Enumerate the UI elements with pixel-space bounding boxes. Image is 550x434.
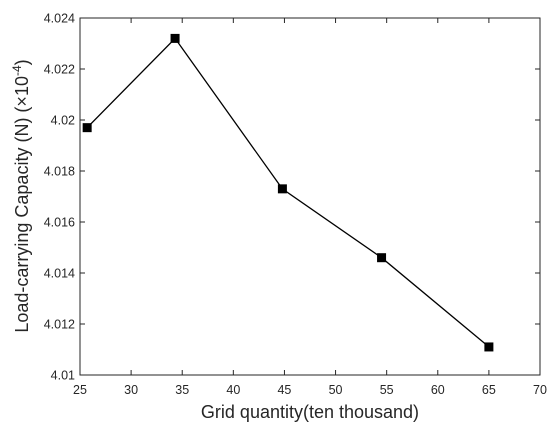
x-axis-title: Grid quantity(ten thousand) bbox=[201, 402, 419, 422]
x-tick-label: 60 bbox=[431, 383, 445, 397]
y-tick-label: 4.018 bbox=[44, 165, 75, 179]
y-tick-label: 4.02 bbox=[51, 114, 75, 128]
x-tick-label: 70 bbox=[533, 383, 547, 397]
y-axis: 4.01 4.012 4.014 4.016 4.018 4.02 4.022 4.024 bbox=[44, 12, 540, 383]
series-markers bbox=[82, 33, 494, 352]
y-axis-title-close: ) bbox=[12, 59, 32, 65]
y-axis-title-exponent: -4 bbox=[10, 65, 24, 76]
x-axis: 25 30 35 40 45 50 55 60 65 70 bbox=[73, 18, 547, 397]
data-point-marker bbox=[377, 253, 387, 263]
data-point-marker bbox=[82, 123, 92, 133]
data-point-marker bbox=[277, 184, 287, 194]
x-tick-label: 35 bbox=[175, 383, 189, 397]
plot-area bbox=[79, 17, 541, 376]
y-tick-label: 4.024 bbox=[44, 12, 75, 26]
x-tick-label: 65 bbox=[482, 383, 496, 397]
y-tick-label: 4.01 bbox=[51, 369, 75, 383]
y-tick-label: 4.014 bbox=[44, 267, 75, 281]
y-axis-title-main: Load-carrying Capacity (N) (×10 bbox=[12, 76, 32, 333]
data-point-marker bbox=[484, 342, 494, 352]
y-axis-title: Load-carrying Capacity (N) (×10-4) bbox=[10, 59, 32, 332]
x-tick-label: 40 bbox=[226, 383, 240, 397]
y-tick-label: 4.022 bbox=[44, 63, 75, 77]
x-tick-label: 45 bbox=[277, 383, 291, 397]
x-tick-label: 25 bbox=[73, 383, 87, 397]
x-tick-label: 30 bbox=[124, 383, 138, 397]
data-point-marker bbox=[170, 33, 180, 43]
y-tick-label: 4.012 bbox=[44, 318, 75, 332]
x-tick-label: 50 bbox=[329, 383, 343, 397]
y-tick-label: 4.016 bbox=[44, 216, 75, 230]
x-tick-label: 55 bbox=[380, 383, 394, 397]
